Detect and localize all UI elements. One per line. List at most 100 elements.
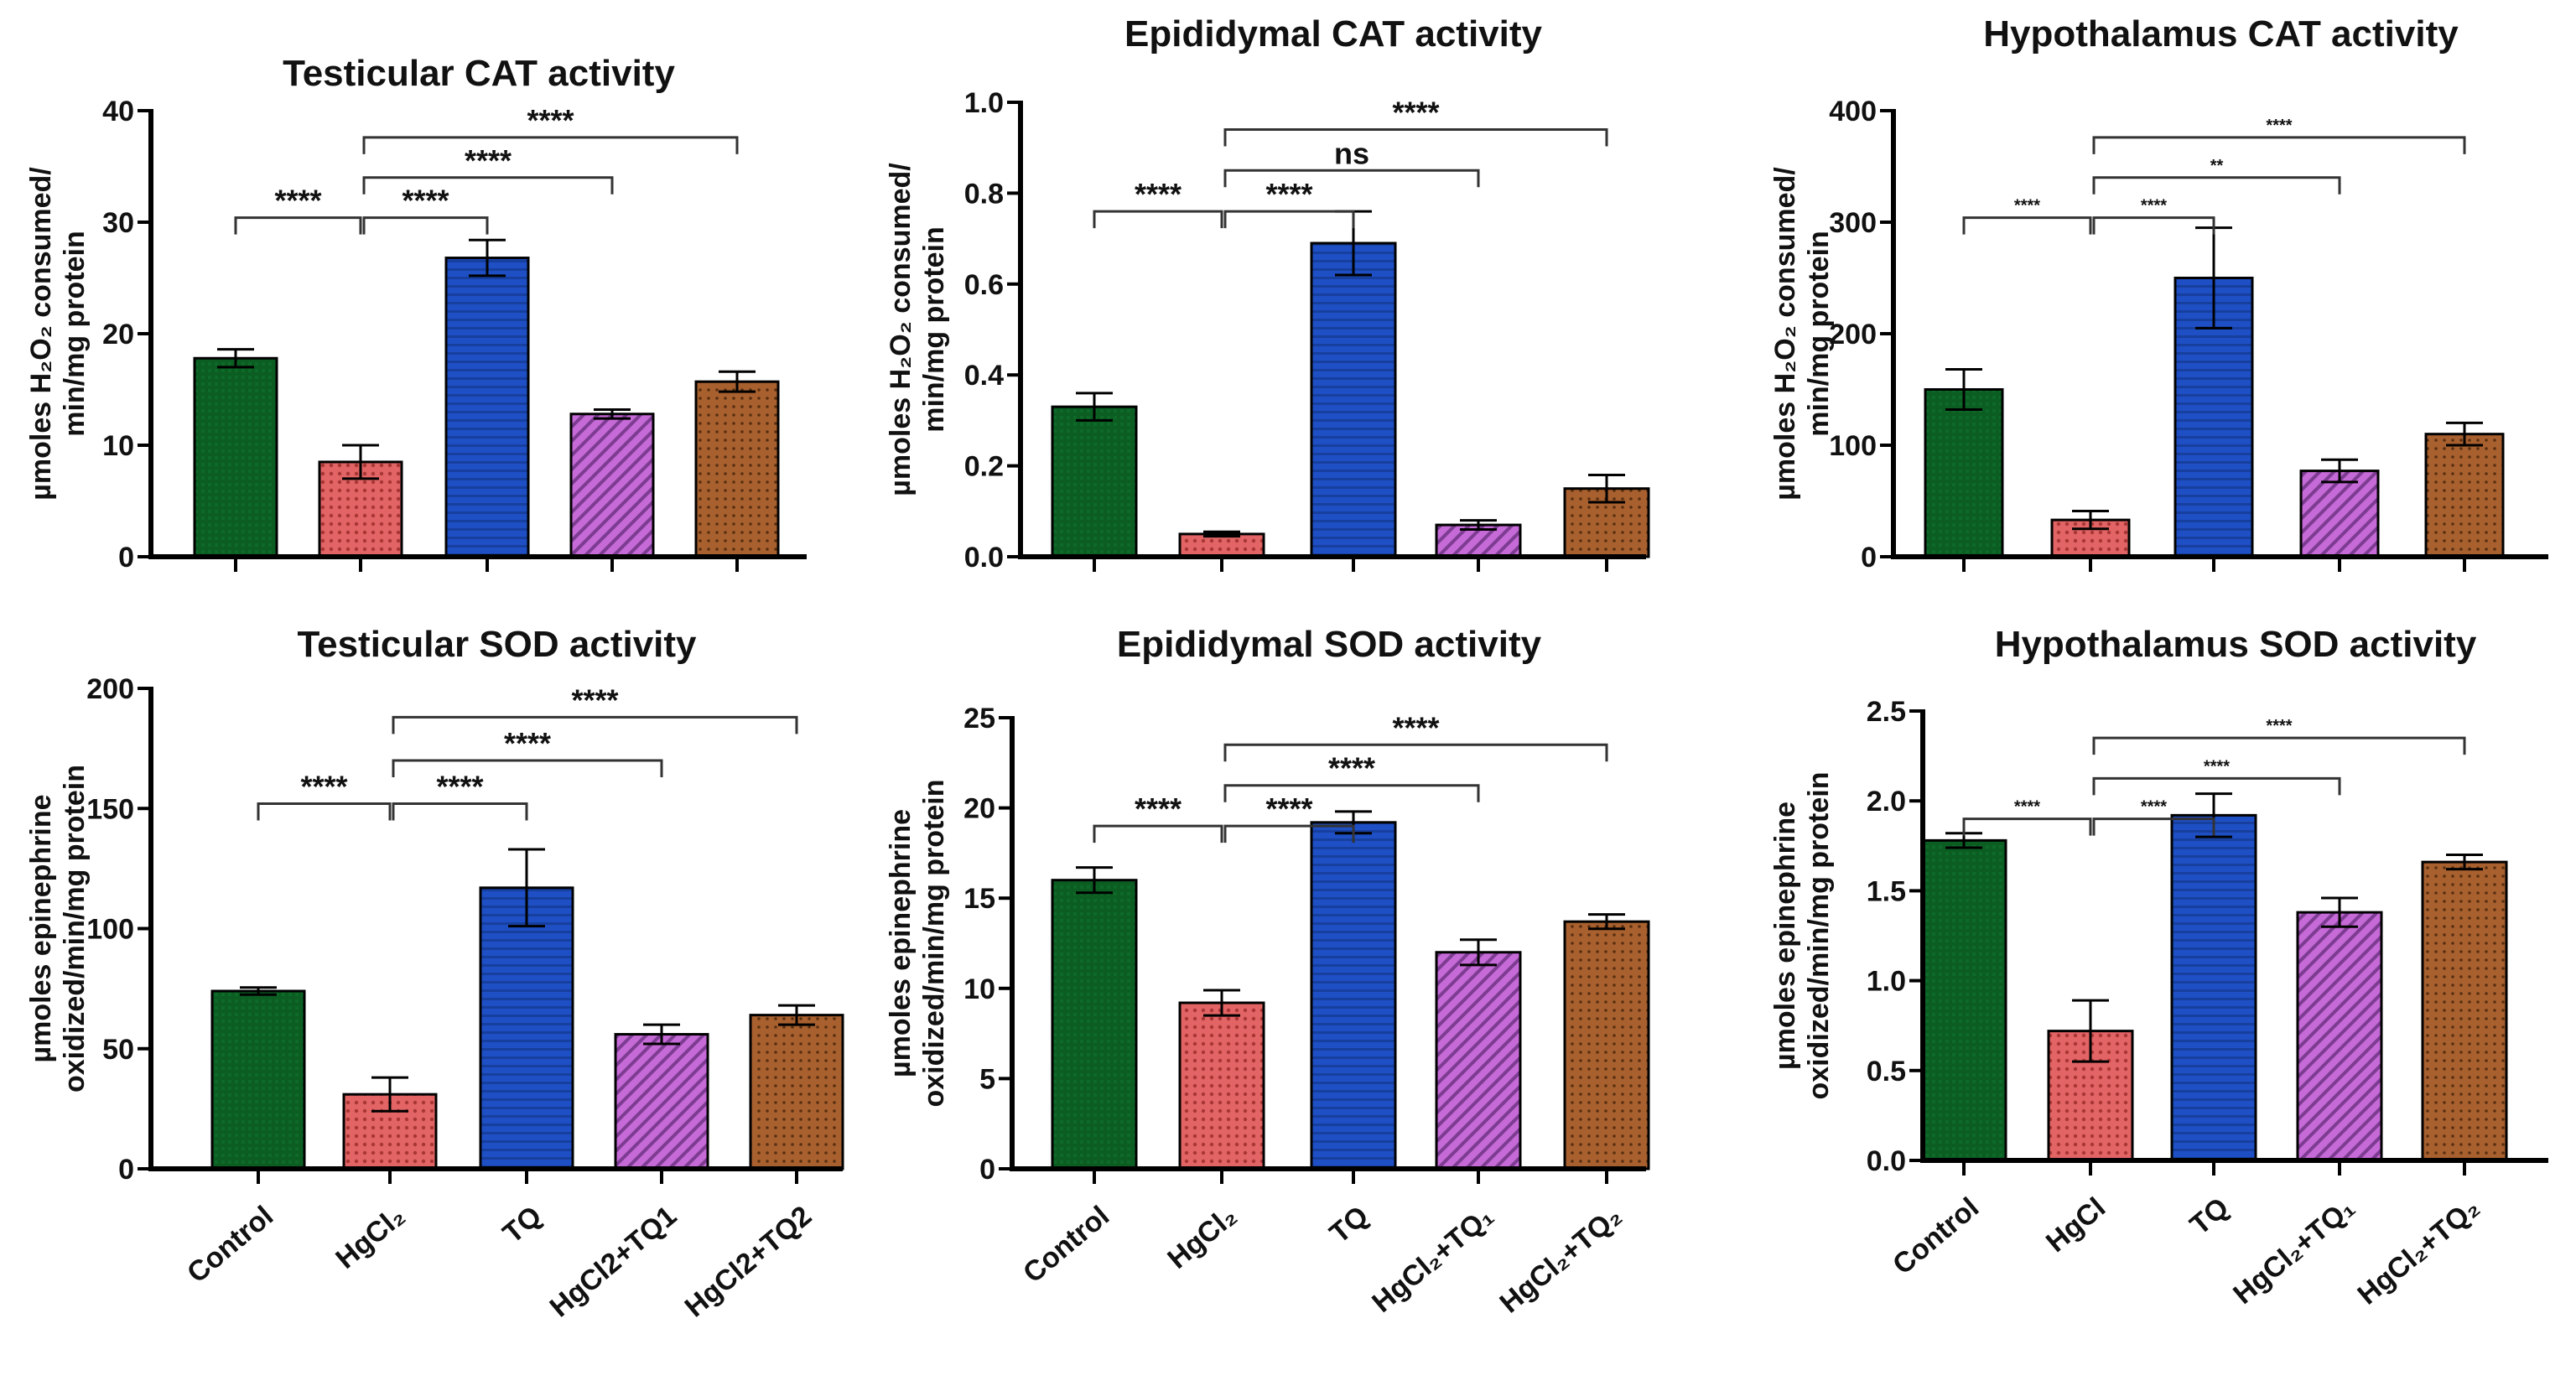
significance-bracket [362,136,739,154]
bar-control [210,989,306,1170]
y-axis-label: µmoles H₂O₂ consumed/min/mg protein [885,163,950,496]
x-tick-label: HgCl₂+TQ₁ [2227,1191,2360,1311]
significance-label: **** [436,770,483,804]
bar-hgcl2 [1178,1001,1265,1170]
significance-bracket [1223,128,1608,147]
significance-bracket [362,176,614,195]
chart-title: Hypothalamus SOD activity [1995,624,2477,665]
y-axis-label: µmoles H₂O₂ consumed/min/mg protein [1769,167,1835,501]
y-tick-label: 30 [102,207,134,239]
x-tick-label: HgCl2+TQ2 [679,1200,818,1324]
x-tick-label: HgCl [2040,1191,2111,1259]
x-tick-label: Control [181,1200,279,1290]
chart-panel-5: Epididymal SOD activity µmoles epinephrin… [885,624,1650,1320]
y-tick-label: 300 [1829,207,1877,239]
bar-control [1051,879,1138,1170]
bar-hgcl2-tq2 [2424,433,2505,558]
significance-label: **** [2266,117,2292,135]
y-tick-label: 5 [979,1063,995,1095]
y-tick-label: 200 [86,673,134,705]
bar-tq [1310,241,1397,558]
y-tick-label: 1.5 [1867,875,1906,907]
y-tick-label: 0.6 [964,269,1004,301]
significance-bracket [392,759,663,777]
significance-label: **** [2141,197,2167,215]
chart-title: Testicular SOD activity [297,624,697,665]
y-tick-label: 0 [1861,542,1877,574]
y-axis-label-line: µmoles H₂O₂ consumed/ [1769,167,1801,501]
x-tick-label: HgCl₂ [1161,1200,1243,1275]
bar-tq [1310,821,1397,1170]
bar-hgcl2-tq1 [2299,470,2380,558]
significance-label: **** [465,143,512,178]
significance-bracket [1223,169,1480,188]
x-tick-label: HgCl₂+TQ₁ [1366,1200,1499,1319]
bar-hgcl2-tq2 [749,1014,844,1170]
y-tick-label: 0 [118,1154,134,1186]
significance-label: ns [1334,136,1369,170]
y-tick-label: 50 [102,1034,134,1066]
bar-hgcl2-tq1 [2296,911,2383,1162]
bar-tq [479,886,574,1170]
x-tick-label: TQ [2184,1191,2236,1241]
y-axis-label-line: min/mg protein [59,231,91,437]
significance-bracket [1223,824,1355,843]
bar-hgcl2-tq2 [1563,920,1650,1170]
bar-control [1924,388,2004,558]
significance-bracket [1223,784,1480,802]
y-axis-label-line: µmoles epinephrine [25,795,57,1063]
bar-tq [444,257,530,558]
significance-label: **** [571,683,618,717]
y-tick-label: 100 [1829,430,1877,462]
y-tick-label: 0.8 [964,178,1004,210]
chart-title: Epididymal CAT activity [1124,13,1542,54]
y-tick-label: 40 [102,96,134,127]
y-axis-label-line: min/mg protein [918,226,950,433]
significance-bracket [392,715,798,734]
significance-label: **** [2266,717,2292,735]
bar-control [193,356,278,558]
y-tick-label: 0 [979,1154,995,1186]
significance-label: **** [300,770,347,804]
y-axis-label-line: µmoles epinephrine [885,809,917,1077]
x-tick-label: TQ [1324,1200,1375,1249]
y-axis-label-line: oxidized/min/mg protein [1803,771,1835,1099]
chart-title: Testicular CAT activity [283,53,675,94]
bar-tq [2170,813,2257,1162]
y-axis-label: µmoles epinephrine oxidized/min/mg protei… [885,779,950,1107]
significance-label: **** [1392,96,1439,130]
chart-panel-1: Testicular CAT activity µmoles H₂O₂ consu… [25,53,807,574]
significance-label: **** [1265,792,1312,826]
y-tick-label: 1.0 [964,87,1004,119]
y-tick-label: 1.0 [1867,966,1906,998]
significance-label: **** [402,184,449,218]
significance-bracket [1962,817,2092,836]
significance-label: **** [2014,197,2040,215]
x-tick-label: Control [1887,1191,1985,1281]
significance-bracket [2092,776,2341,796]
chart-panel-6: Hypothalamus SOD activity µmoles epinephr… [1769,624,2548,1311]
bar-hgcl2-tq2 [694,380,780,558]
x-tick-label: Control [1017,1200,1115,1290]
y-tick-label: 20 [963,793,995,825]
significance-bracket [2092,817,2215,836]
x-tick-label: HgCl₂+TQ₂ [1493,1200,1628,1320]
y-axis-label-line: oxidized/min/mg protein [918,779,950,1107]
significance-bracket [234,216,362,235]
bar-control [1051,405,1138,558]
bar-hgcl2-tq1 [569,413,655,558]
significance-label: **** [2204,757,2230,776]
significance-bracket [2092,136,2466,154]
bar-hgcl2-tq2 [2421,860,2508,1162]
y-tick-label: 2.0 [1867,786,1906,817]
significance-bracket [2092,736,2466,755]
significance-label: **** [1265,177,1312,211]
y-tick-label: 0.0 [964,542,1004,574]
significance-bracket [2092,216,2215,235]
chart-panel-4: Testicular SOD activity µmoles epinephrin… [25,624,844,1324]
x-tick-label: TQ [497,1200,548,1249]
y-axis-label-line: oxidized/min/mg protein [59,765,91,1093]
bar-hgcl2-tq1 [1435,951,1522,1170]
x-tick-label: HgCl2+TQ1 [544,1200,683,1324]
significance-label: **** [527,103,574,138]
